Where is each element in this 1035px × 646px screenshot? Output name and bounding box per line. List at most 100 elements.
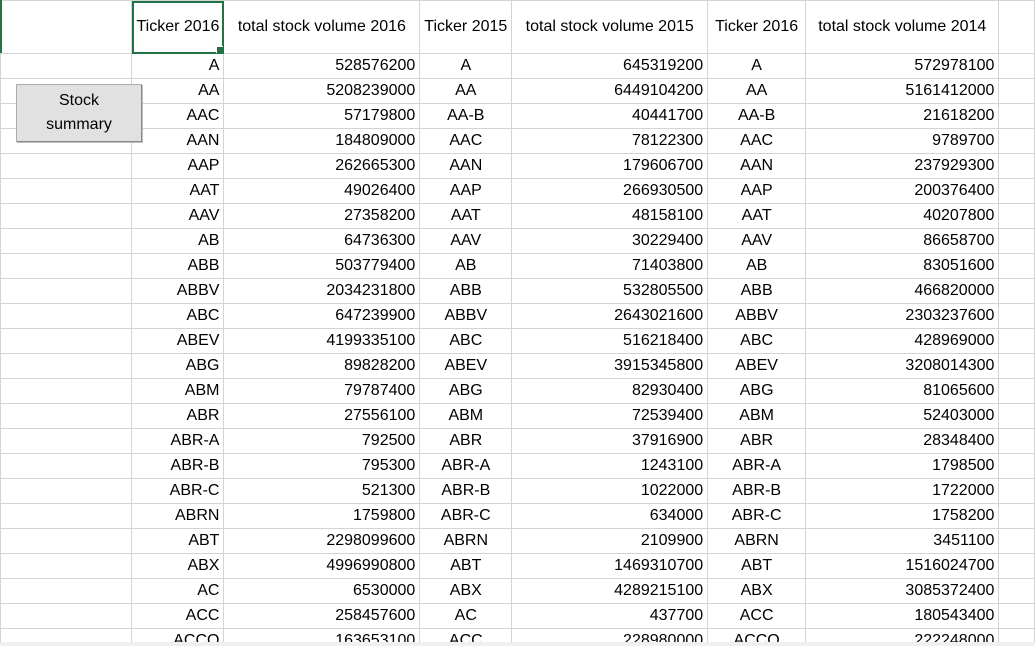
cell-ticker-2016[interactable]: ABEV: [131, 328, 225, 354]
cell-volume-2014[interactable]: 28348400: [805, 428, 1000, 454]
fill-handle[interactable]: [216, 46, 223, 53]
cell-ticker-2015[interactable]: ABM: [419, 403, 513, 429]
cell-empty[interactable]: [998, 628, 1035, 646]
cell-empty[interactable]: [998, 328, 1035, 354]
cell-volume-2015[interactable]: 6449104200: [511, 78, 709, 104]
cell-ticker-2016[interactable]: ABB: [131, 253, 225, 279]
cell-empty[interactable]: [998, 453, 1035, 479]
cell-ticker-2016b[interactable]: AB: [707, 253, 807, 279]
cell-ticker-2016b[interactable]: AAT: [707, 203, 807, 229]
cell-empty[interactable]: [998, 553, 1035, 579]
cell-volume-2015[interactable]: 82930400: [511, 378, 709, 404]
cell-volume-2014[interactable]: 83051600: [805, 253, 1000, 279]
cell-ticker-2016b[interactable]: A: [707, 53, 807, 79]
cell-ticker-2016b[interactable]: ABC: [707, 328, 807, 354]
cell-ticker-2016b[interactable]: ABR-A: [707, 453, 807, 479]
cell-ticker-2015[interactable]: ABR: [419, 428, 513, 454]
header-ticker-2015[interactable]: Ticker 2015: [419, 0, 513, 54]
cell-volume-2014[interactable]: 21618200: [805, 103, 1000, 129]
cell-volume-2016[interactable]: 528576200: [223, 53, 421, 79]
cell-empty[interactable]: [0, 403, 133, 429]
cell-ticker-2016b[interactable]: AA-B: [707, 103, 807, 129]
cell-volume-2014[interactable]: 237929300: [805, 153, 1000, 179]
cell-volume-2014[interactable]: 1722000: [805, 478, 1000, 504]
cell-ticker-2016b[interactable]: ABX: [707, 578, 807, 604]
horizontal-scrollbar[interactable]: [0, 642, 1035, 646]
cell-ticker-2016[interactable]: ABR: [131, 403, 225, 429]
cell-empty[interactable]: [998, 103, 1035, 129]
cell-ticker-2015[interactable]: ABR-A: [419, 453, 513, 479]
cell-volume-2015[interactable]: 3915345800: [511, 353, 709, 379]
cell-ticker-2016[interactable]: ABG: [131, 353, 225, 379]
cell-empty[interactable]: [998, 303, 1035, 329]
cell-ticker-2016b[interactable]: AAV: [707, 228, 807, 254]
cell-volume-2015[interactable]: 516218400: [511, 328, 709, 354]
cell-ticker-2016b[interactable]: AAC: [707, 128, 807, 154]
cell-volume-2014[interactable]: 428969000: [805, 328, 1000, 354]
cell-ticker-2015[interactable]: ABC: [419, 328, 513, 354]
cell-ticker-2016b[interactable]: ABR-C: [707, 503, 807, 529]
cell-empty[interactable]: [998, 428, 1035, 454]
cell-empty[interactable]: [998, 503, 1035, 529]
header-volume-2016[interactable]: total stock volume 2016: [223, 0, 421, 54]
stock-summary-button[interactable]: Stock summary: [16, 84, 142, 142]
cell-ticker-2015[interactable]: ABX: [419, 578, 513, 604]
cell-ticker-2016b[interactable]: AAN: [707, 153, 807, 179]
cell-ticker-2015[interactable]: ABT: [419, 553, 513, 579]
cell-ticker-2015[interactable]: AB: [419, 253, 513, 279]
cell-empty[interactable]: [0, 603, 133, 629]
cell-volume-2015[interactable]: 71403800: [511, 253, 709, 279]
cell-volume-2014[interactable]: 572978100: [805, 53, 1000, 79]
header-volume-2015[interactable]: total stock volume 2015: [511, 0, 709, 54]
cell-volume-2016[interactable]: 792500: [223, 428, 421, 454]
cell-volume-2014[interactable]: 466820000: [805, 278, 1000, 304]
cell-volume-2014[interactable]: 3208014300: [805, 353, 1000, 379]
header-ticker-2016[interactable]: Ticker 2016: [131, 0, 225, 54]
cell-ticker-2015[interactable]: AAV: [419, 228, 513, 254]
cell-volume-2015[interactable]: 37916900: [511, 428, 709, 454]
cell-ticker-2016[interactable]: A: [131, 53, 225, 79]
cell-empty[interactable]: [998, 578, 1035, 604]
cell-empty[interactable]: [0, 203, 133, 229]
cell-volume-2014[interactable]: 9789700: [805, 128, 1000, 154]
cell-volume-2015[interactable]: 4289215100: [511, 578, 709, 604]
cell-volume-2015[interactable]: 72539400: [511, 403, 709, 429]
cell-volume-2016[interactable]: 647239900: [223, 303, 421, 329]
cell-empty[interactable]: [0, 178, 133, 204]
cell-volume-2016[interactable]: 795300: [223, 453, 421, 479]
cell-empty[interactable]: [0, 0, 133, 54]
cell-ticker-2016b[interactable]: ABBV: [707, 303, 807, 329]
cell-ticker-2015[interactable]: AAN: [419, 153, 513, 179]
cell-ticker-2016[interactable]: ABC: [131, 303, 225, 329]
cell-ticker-2016[interactable]: ABR-C: [131, 478, 225, 504]
cell-ticker-2016[interactable]: ABRN: [131, 503, 225, 529]
cell-empty[interactable]: [0, 53, 133, 79]
cell-empty[interactable]: [998, 378, 1035, 404]
cell-ticker-2015[interactable]: ABR-B: [419, 478, 513, 504]
cell-volume-2014[interactable]: 3451100: [805, 528, 1000, 554]
cell-volume-2016[interactable]: 4996990800: [223, 553, 421, 579]
cell-ticker-2016[interactable]: AC: [131, 578, 225, 604]
cell-ticker-2016[interactable]: ABR-A: [131, 428, 225, 454]
cell-ticker-2015[interactable]: AAP: [419, 178, 513, 204]
cell-ticker-2015[interactable]: AC: [419, 603, 513, 629]
cell-ticker-2015[interactable]: ABEV: [419, 353, 513, 379]
cell-volume-2016[interactable]: 27358200: [223, 203, 421, 229]
cell-volume-2014[interactable]: 180543400: [805, 603, 1000, 629]
cell-volume-2014[interactable]: 1516024700: [805, 553, 1000, 579]
cell-volume-2015[interactable]: 2643021600: [511, 303, 709, 329]
cell-volume-2016[interactable]: 64736300: [223, 228, 421, 254]
cell-volume-2015[interactable]: 179606700: [511, 153, 709, 179]
cell-empty[interactable]: [998, 78, 1035, 104]
cell-empty[interactable]: [0, 253, 133, 279]
cell-volume-2015[interactable]: 645319200: [511, 53, 709, 79]
cell-ticker-2016b[interactable]: ACC: [707, 603, 807, 629]
header-ticker-2016b[interactable]: Ticker 2016: [707, 0, 807, 54]
cell-empty[interactable]: [998, 53, 1035, 79]
cell-ticker-2016[interactable]: ACC: [131, 603, 225, 629]
cell-empty[interactable]: [0, 578, 133, 604]
cell-empty[interactable]: [998, 128, 1035, 154]
cell-ticker-2016[interactable]: AAN: [131, 128, 225, 154]
cell-ticker-2016[interactable]: AB: [131, 228, 225, 254]
cell-volume-2015[interactable]: 78122300: [511, 128, 709, 154]
